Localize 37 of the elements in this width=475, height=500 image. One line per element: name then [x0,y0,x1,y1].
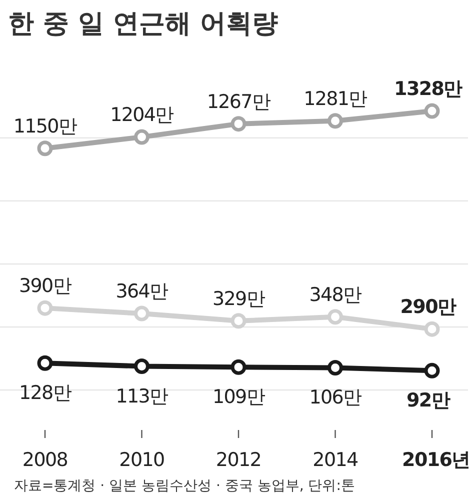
data-label: 106만 [309,386,362,409]
point [37,355,53,371]
point [424,103,440,119]
data-label: 128만 [18,382,72,404]
point [134,358,150,374]
point [134,306,150,322]
x-tick-label: 2010 [119,449,164,471]
data-label: 109만 [212,386,266,408]
point [230,313,246,329]
point [230,359,246,375]
point [328,360,343,376]
data-label: 92만 [406,390,450,412]
point [37,140,53,156]
x-tick-label: 2016년 [402,449,470,471]
x-tick-label: 2008 [22,449,68,471]
x-tick-label: 2014 [312,449,359,471]
data-label: 390만 [18,275,72,298]
x-tick-label: 2012 [216,449,262,471]
data-label: 290만 [400,296,457,318]
data-label: 1204만 [110,104,174,126]
point [424,362,440,378]
point [424,321,440,337]
data-label: 329만 [212,288,266,310]
data-label: 1328만 [394,78,463,100]
point [328,309,343,325]
point [328,113,343,129]
chart-title: 한 중 일 연근해 어획량 [8,9,278,39]
data-label: 348만 [309,284,362,306]
point [134,129,150,145]
point [37,300,53,316]
data-label: 1267만 [206,90,271,113]
text: 자료=통계청 · 일본 농림수산성 · 중국 농업부, 단위:톤 [14,478,355,494]
data-label: 364만 [116,280,169,303]
data-label: 113만 [116,385,169,408]
point [230,116,246,132]
data-label: 1281만 [304,88,368,110]
data-label: 1150만 [13,115,78,138]
